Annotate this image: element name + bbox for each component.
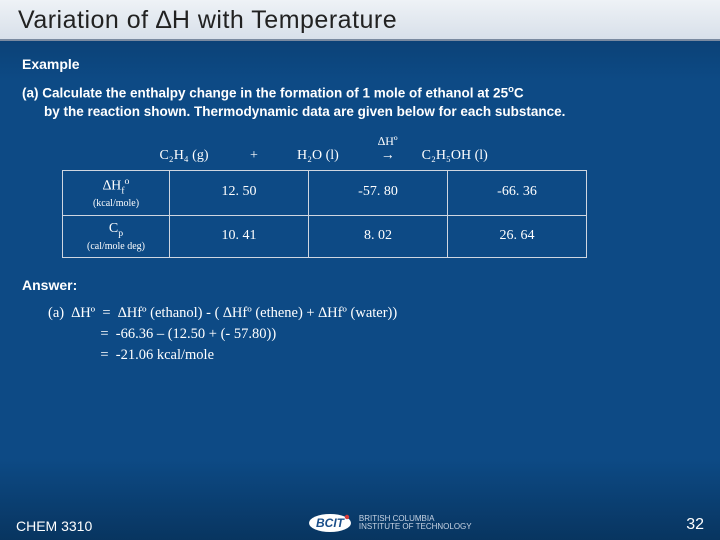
question-tail: C: [514, 85, 524, 100]
content-body: Example (a) Calculate the enthalpy chang…: [0, 41, 720, 366]
cell-cp-ethanol: 26. 64: [448, 215, 587, 258]
cell-hf-water: -57. 80: [309, 170, 448, 215]
bcit-text: BRITISH COLUMBIA INSTITUTE OF TECHNOLOGY: [359, 515, 472, 532]
reactant-1: C₂H₄ (g): [142, 147, 226, 166]
table-row: Cp (cal/mole deg) 10. 41 8. 02 26. 64: [63, 215, 587, 258]
reactant-2: H₂O (l): [282, 147, 354, 166]
answer-line1: ∆Hº = ∆Hfº (ethanol) - ( ∆Hfº (ethene) +…: [71, 305, 397, 321]
cp-sub: p: [118, 228, 123, 239]
bcit-block: BCIT BRITISH COLUMBIA INSTITUTE OF TECHN…: [307, 512, 472, 534]
cell-cp-water: 8. 02: [309, 215, 448, 258]
cp-unit: (cal/mole deg): [73, 240, 159, 254]
answer-block: (a) ∆Hº = ∆Hfº (ethanol) - ( ∆Hfº (ethen…: [22, 303, 698, 366]
cell-hf-ethene: 12. 50: [170, 170, 309, 215]
page-number: 32: [686, 516, 704, 534]
svg-text:BCIT: BCIT: [316, 516, 346, 530]
arrow-cell: ∆Hº →: [378, 135, 398, 166]
hf-main: ∆H: [103, 178, 122, 193]
bcit-line2: INSTITUTE OF TECHNOLOGY: [359, 523, 472, 531]
answer-line3: = -21.06 kcal/mole: [71, 347, 214, 363]
bcit-logo-icon: BCIT: [307, 512, 353, 534]
cell-cp-ethene: 10. 41: [170, 215, 309, 258]
arrow-icon: →: [378, 147, 398, 166]
cp-main: C: [109, 221, 118, 236]
row-header-cp: Cp (cal/mole deg): [63, 215, 170, 258]
answer-lead: (a): [48, 305, 64, 321]
thermo-data-table: ∆Hfo (kcal/mole) 12. 50 -57. 80 -66. 36 …: [62, 170, 587, 259]
hf-sup: o: [125, 176, 130, 187]
hf-unit: (kcal/mole): [73, 197, 159, 211]
course-code: CHEM 3310: [16, 518, 92, 534]
question-text: (a) Calculate the enthalpy change in the…: [22, 84, 698, 121]
cell-hf-ethanol: -66. 36: [448, 170, 587, 215]
reaction-equation: C₂H₄ (g) + H₂O (l) ∆Hº → C₂H₅OH (l): [142, 135, 698, 166]
answer-label: Answer:: [22, 276, 698, 295]
footer: CHEM 3310 BCIT BRITISH COLUMBIA INSTITUT…: [0, 512, 720, 534]
question-line2: by the reaction shown. Thermodynamic dat…: [22, 104, 565, 119]
arrow-label: ∆Hº: [378, 135, 398, 147]
answer-line2: = -66.36 – (12.50 + (- 57.80)): [71, 326, 276, 342]
example-label: Example: [22, 55, 698, 74]
row-header-hf: ∆Hfo (kcal/mole): [63, 170, 170, 215]
plus-sign: +: [250, 147, 258, 166]
question-line1: (a) Calculate the enthalpy change in the…: [22, 85, 508, 100]
page-title: Variation of ∆H with Temperature: [18, 6, 702, 35]
title-bar: Variation of ∆H with Temperature: [0, 0, 720, 41]
product-1: C₂H₅OH (l): [422, 147, 522, 166]
table-row: ∆Hfo (kcal/mole) 12. 50 -57. 80 -66. 36: [63, 170, 587, 215]
